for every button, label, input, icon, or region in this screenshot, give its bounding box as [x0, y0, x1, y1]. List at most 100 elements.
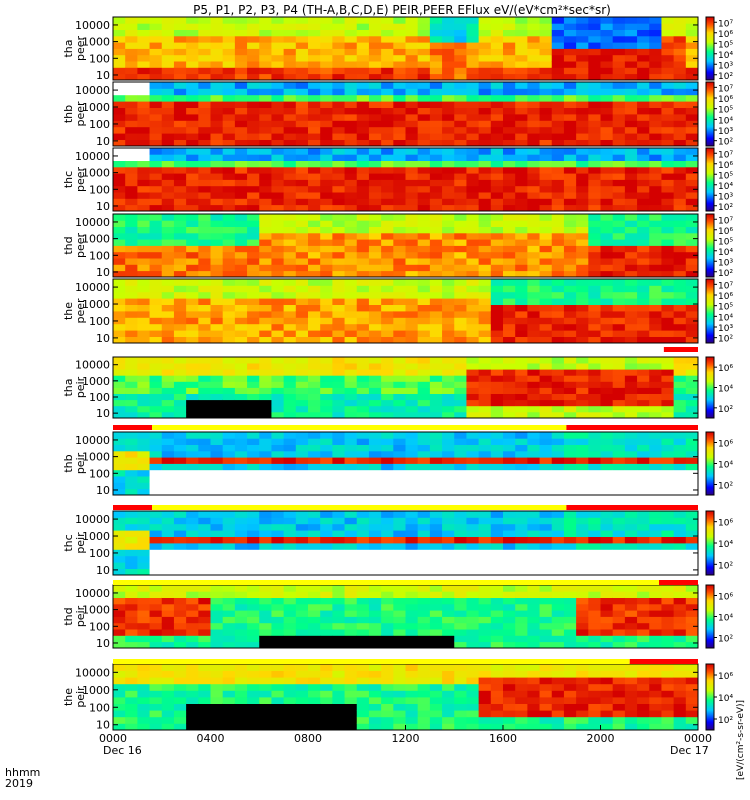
spectrogram-cell [685, 101, 699, 108]
spectrogram-cell [247, 591, 260, 598]
spectrogram-cell [405, 17, 419, 24]
spectrogram-cell [612, 114, 626, 121]
spectrogram-cell [551, 629, 565, 636]
spectrogram-cell [222, 73, 236, 81]
spectrogram-cell [637, 530, 650, 537]
spectrogram-cell [527, 232, 540, 240]
spectrogram-cell [600, 185, 614, 193]
spectrogram-cell [661, 369, 675, 376]
spectrogram-cell [344, 568, 358, 576]
panel-label-probe: thc [62, 534, 75, 551]
spectrogram-cell [113, 166, 126, 174]
spectrogram-cell [551, 101, 565, 108]
spectrogram-cell [612, 54, 626, 62]
spectrogram-cell [649, 173, 662, 180]
spectrogram-cell [173, 23, 187, 30]
spectrogram-cell [685, 323, 699, 331]
spectrogram-cell [173, 264, 187, 272]
spectrogram-cell [210, 591, 224, 598]
spectrogram-cell [161, 610, 175, 617]
spectrogram-cell [405, 723, 419, 731]
spectrogram-cell [563, 703, 577, 711]
spectrogram-cell [563, 23, 577, 30]
spectrogram-cell [344, 716, 358, 724]
spectrogram-cell [478, 101, 492, 108]
spectrogram-cell [173, 291, 187, 299]
spectrogram-cell [649, 160, 662, 168]
spectrogram-cell [332, 323, 345, 331]
spectrogram-cell [259, 555, 272, 563]
spectrogram-cell [320, 270, 333, 278]
spectrogram-cell [161, 173, 175, 180]
spectrogram-cell [381, 258, 394, 265]
spectrogram-cell [125, 375, 138, 382]
spectrogram-cell [624, 139, 638, 147]
spectrogram-cell [576, 622, 589, 630]
spectrogram-cell [125, 160, 138, 168]
spectrogram-cell [673, 530, 687, 537]
spectrogram-cell [149, 239, 163, 246]
spectrogram-cell [295, 375, 309, 382]
spectrogram-cell [685, 285, 699, 293]
spectrogram-cell [247, 67, 260, 75]
colorbar-tick-label: 10³ [718, 127, 733, 137]
spectrogram-cell [368, 120, 382, 128]
spectrogram-cell [588, 67, 601, 75]
spectrogram-cell [186, 107, 199, 115]
spectrogram-cell [612, 245, 626, 253]
spectrogram-cell [234, 279, 248, 286]
spectrogram-cell [149, 393, 163, 401]
spectrogram-cell [551, 88, 565, 96]
spectrogram-cell [673, 476, 687, 483]
spectrogram-cell [381, 279, 394, 286]
spectrogram-cell [417, 239, 431, 246]
spectrogram-cell [600, 616, 614, 624]
spectrogram-cell [210, 220, 224, 227]
panel-label-probe: tha [62, 39, 75, 57]
spectrogram-cell [381, 405, 394, 413]
spectrogram-cell [466, 42, 480, 49]
spectrogram-cell [503, 723, 516, 731]
spectrogram-cell [295, 369, 309, 376]
spectrogram-cell [637, 677, 650, 685]
spectrogram-cell [637, 304, 650, 312]
spectrogram-cell [149, 166, 163, 174]
spectrogram-cell [661, 585, 675, 592]
spectrogram-cell [649, 279, 662, 286]
spectrogram-cell [539, 311, 553, 318]
spectrogram-cell [576, 245, 589, 253]
spectrogram-cell [673, 198, 687, 206]
spectrogram-cell [442, 357, 455, 364]
spectrogram-cell [454, 160, 467, 168]
spectrogram-cell [149, 670, 163, 678]
spectrogram-cell [539, 562, 553, 569]
panel-label-species: peer [74, 101, 87, 127]
spectrogram-cell [247, 568, 260, 576]
spectrogram-cell [283, 438, 297, 445]
spectrogram-cell [685, 317, 699, 325]
spectrogram-cell [673, 393, 687, 401]
spectrogram-cell [442, 107, 455, 115]
spectrogram-cell [442, 101, 455, 108]
spectrogram-cell [332, 258, 345, 265]
spectrogram-cell [149, 61, 163, 68]
spectrogram-cell [222, 375, 236, 382]
spectrogram-cell [295, 469, 309, 477]
spectrogram-cell [527, 23, 540, 30]
spectrogram-cell [405, 279, 419, 286]
spectrogram-cell [551, 232, 565, 240]
spectrogram-cell [186, 381, 199, 388]
spectrogram-cell [259, 610, 272, 617]
spectrogram-cell [210, 629, 224, 636]
spectrogram-cell [624, 154, 638, 161]
spectrogram-cell [649, 591, 662, 598]
spectrogram-cell [149, 317, 163, 325]
spectrogram-cell [234, 357, 248, 364]
spectrogram-cell [381, 29, 394, 37]
spectrogram-cell [308, 154, 321, 161]
spectrogram-cell [247, 23, 260, 30]
spectrogram-cell [308, 107, 321, 115]
spectrogram-cell [442, 67, 455, 75]
spectrogram-cell [624, 591, 638, 598]
spectrogram-cell [308, 48, 321, 56]
